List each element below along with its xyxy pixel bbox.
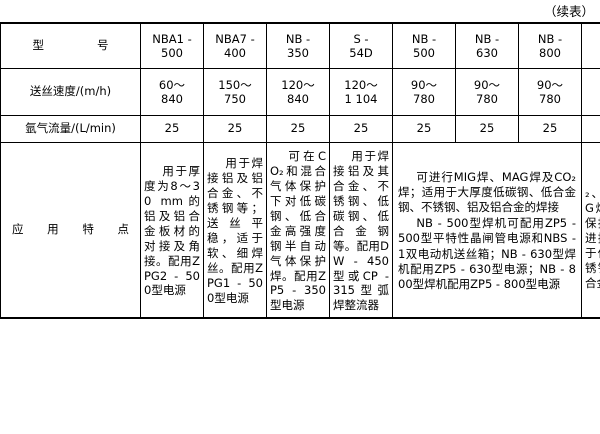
model-cell-4: S - 54D xyxy=(329,23,393,69)
row-label-argon-flow: 氩气流量/(L/min) xyxy=(0,115,141,143)
wire-feed-line1: 60～ xyxy=(158,77,186,92)
table-row-wire-feed-speed: 送丝速度/(m/h) 60～ 840 150～ 750 120～ 840 120… xyxy=(0,68,600,116)
wire-feed-cell-2: 150～ 750 xyxy=(203,68,267,116)
wire-feed-line1: 90～ xyxy=(536,77,564,92)
model-line2: 54D xyxy=(349,46,373,60)
model-line1: NB - xyxy=(411,31,437,46)
argon-flow-cell-7: 25 xyxy=(518,115,582,143)
application-text: 可进行CO₂、MIG、MAG熔化极气体保护焊、系引进技术，适用于低碳钢、不锈钢、… xyxy=(585,186,600,290)
model-line2: 350 xyxy=(287,46,309,60)
wire-feed-cell-6: 90～ 780 xyxy=(455,68,519,116)
argon-flow-cell-3: 25 xyxy=(266,115,330,143)
wire-feed-cell-7: 90～ 780 xyxy=(518,68,582,116)
model-line1: S - xyxy=(353,31,369,46)
row-label-model: 型 号 xyxy=(0,23,141,69)
application-cell-4: 用于焊接铝及其合金、不锈钢、低碳钢、低合金钢等。配用DW - 450型或CP -… xyxy=(329,142,393,319)
wire-feed-line1: 150～ xyxy=(218,77,252,92)
continued-table-note: （续表） xyxy=(543,4,594,19)
application-text: 可在CO₂和混合气体保护下对低碳钢、低合金高强度钢半自动气体保护焊。配用ZP5 … xyxy=(270,149,326,313)
model-line1: NBA7 - xyxy=(215,31,255,46)
application-cell-6: 可进行CO₂、MIG、MAG熔化极气体保护焊、系引进技术，适用于低碳钢、不锈钢、… xyxy=(581,142,600,319)
wire-feed-line2: 780 xyxy=(476,92,498,106)
wire-feed-line2: 1 104 xyxy=(344,92,378,106)
wire-feed-line2: 840 xyxy=(161,92,183,106)
argon-flow-cell-5: 25 xyxy=(392,115,456,143)
model-line2: 500 xyxy=(413,46,435,60)
model-line1: NB - xyxy=(582,32,600,46)
wire-feed-line2: 840 xyxy=(287,92,309,106)
application-text: 用于厚度为8～30 mm的铝及铝合金板材的对接及角接。配用ZPG2 - 500型… xyxy=(144,163,200,298)
wire-feed-line1: 120～ xyxy=(281,77,315,92)
model-cell-7: NB - 800 xyxy=(518,23,582,69)
row-label-wire-feed-speed: 送丝速度/(m/h) xyxy=(0,68,141,116)
argon-flow-cell-6: 25 xyxy=(455,115,519,143)
model-line2: 630 xyxy=(476,46,498,60)
model-line2: 500 xyxy=(161,46,183,60)
model-cell-3: NB - 350 xyxy=(266,23,330,69)
wire-feed-line1: 120～ xyxy=(344,77,378,92)
table-row-model: 型 号 NBA1 - 500 NBA7 - 400 NB - 350 S - 5… xyxy=(0,23,600,69)
argon-flow-cell-2: 25 xyxy=(203,115,267,143)
model-line1: NB - xyxy=(285,31,311,46)
wire-feed-line2: 780 xyxy=(539,92,561,106)
model-line1: NBA1 - xyxy=(152,31,192,46)
wire-feed-line2: 750 xyxy=(224,92,246,106)
wire-feed-line1: 90～ xyxy=(582,78,600,92)
wire-feed-cell-8: 90～ 780 xyxy=(581,68,600,116)
table-row-application-features: 应 用 特 点 用于厚度为8～30 mm的铝及铝合金板材的对接及角接。配用ZPG… xyxy=(0,142,600,319)
model-cell-6: NB - 630 xyxy=(455,23,519,69)
wire-feed-cell-1: 60～ 840 xyxy=(140,68,204,116)
table-row-argon-flow: 氩气流量/(L/min) 25 25 25 25 25 25 25 25 xyxy=(0,115,600,143)
wire-feed-line2: 780 xyxy=(582,92,600,106)
model-line2: 200 xyxy=(582,46,600,60)
model-cell-5: NB - 500 xyxy=(392,23,456,69)
model-cell-2: NBA7 - 400 xyxy=(203,23,267,69)
wire-feed-cell-4: 120～ 1 104 xyxy=(329,68,393,116)
application-cell-2: 用于焊接铝及铝合金、不锈钢等；送丝平稳，适于软、细焊丝。配用ZPG1 - 500… xyxy=(203,142,267,319)
welding-machine-spec-table: 型 号 NBA1 - 500 NBA7 - 400 NB - 350 S - 5… xyxy=(0,22,600,320)
application-cell-5-merged: 可进行MIG焊、MAG焊及CO₂焊；适用于大厚度低碳钢、低合金钢、不锈钢、铝及铝… xyxy=(392,142,582,319)
model-line2: 800 xyxy=(539,46,561,60)
model-line1: NB - xyxy=(537,31,563,46)
wire-feed-line2: 780 xyxy=(413,92,435,106)
model-line1: NB - xyxy=(474,31,500,46)
row-label-application: 应 用 特 点 xyxy=(0,142,141,319)
application-text: 用于焊接铝及铝合金、不锈钢等；送丝平稳，适于软、细焊丝。配用ZPG1 - 500… xyxy=(207,156,263,305)
argon-flow-cell-8: 25 xyxy=(581,115,600,143)
wire-feed-cell-3: 120～ 840 xyxy=(266,68,330,116)
wire-feed-line1: 90～ xyxy=(410,77,438,92)
wire-feed-cell-5: 90～ 780 xyxy=(392,68,456,116)
model-line2: 400 xyxy=(224,46,246,60)
argon-flow-cell-4: 25 xyxy=(329,115,393,143)
application-text: 可进行MIG焊、MAG焊及CO₂焊；适用于大厚度低碳钢、低合金钢、不锈钢、铝及铝… xyxy=(398,169,576,292)
argon-flow-cell-1: 25 xyxy=(140,115,204,143)
application-text: 用于焊接铝及其合金、不锈钢、低碳钢、低合金钢等。配用DW - 450型或CP -… xyxy=(333,149,389,313)
wire-feed-line1: 90～ xyxy=(473,77,501,92)
model-cell-1: NBA1 - 500 xyxy=(140,23,204,69)
application-cell-1: 用于厚度为8～30 mm的铝及铝合金板材的对接及角接。配用ZPG2 - 500型… xyxy=(140,142,204,319)
model-cell-8: NB - 200 xyxy=(581,23,600,69)
application-cell-3: 可在CO₂和混合气体保护下对低碳钢、低合金高强度钢半自动气体保护焊。配用ZP5 … xyxy=(266,142,330,319)
